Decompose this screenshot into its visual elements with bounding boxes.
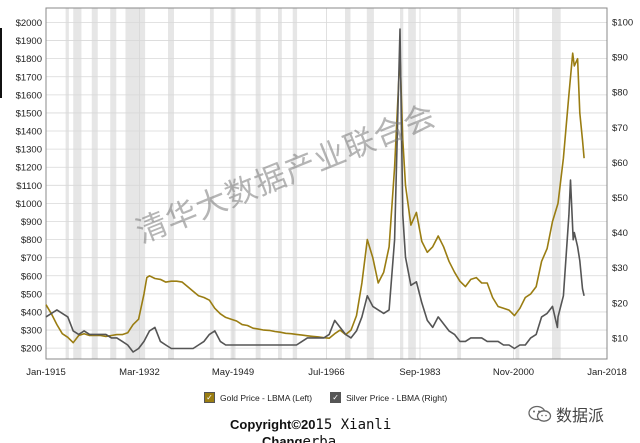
left-axis-tick-label: $1700 xyxy=(16,72,42,83)
copyright-mono: 15 Xianli xyxy=(315,417,392,433)
recession-band xyxy=(110,8,117,359)
left-axis-tick-label: $1100 xyxy=(16,181,42,192)
x-axis-tick-label: Jan-1915 xyxy=(26,367,66,378)
recession-band xyxy=(278,8,282,359)
wechat-icon xyxy=(528,405,552,422)
recession-band xyxy=(366,8,374,359)
left-axis-tick-label: $1300 xyxy=(16,145,42,156)
recession-band xyxy=(65,8,69,359)
right-axis-tick-label: $50 xyxy=(612,193,628,204)
left-axis-tick-label: $300 xyxy=(21,326,42,337)
left-axis-tick-label: $400 xyxy=(21,307,42,318)
recession-band xyxy=(292,8,298,359)
left-axis-tick-label: $600 xyxy=(21,271,42,282)
x-axis-tick-label: Jul-1966 xyxy=(308,367,344,378)
axes-layer: $200 $300 $400 $500 $600 $700 $800 $900 $1000 $11… xyxy=(16,7,633,378)
plot-frame xyxy=(45,7,608,360)
legend-label-gold: Gold Price - LBMA (Left) xyxy=(220,392,313,403)
copyright-line-1: Copyright©2015 Xianli xyxy=(230,417,391,433)
recession-band xyxy=(408,8,416,359)
recession-band xyxy=(91,8,98,359)
grid-layer xyxy=(46,8,607,359)
copyright-bold-2: Chang xyxy=(262,434,303,443)
x-axis-tick-label: Sep-1983 xyxy=(399,367,440,378)
recession-band xyxy=(73,8,82,359)
left-axis-tick-label: $700 xyxy=(21,253,42,264)
left-axis-tick-label: $200 xyxy=(21,344,42,355)
checkbox-checked-icon[interactable]: ✓ xyxy=(204,392,215,403)
left-axis-tick-label: $2000 xyxy=(16,18,42,29)
x-axis-tick-label: Nov-2000 xyxy=(493,367,534,378)
left-axis-tick-label: $500 xyxy=(21,289,42,300)
edge-bar xyxy=(0,28,2,98)
recession-band xyxy=(125,8,146,359)
copyright-mono-2: erba xyxy=(302,434,337,443)
right-axis-tick-label: $20 xyxy=(612,298,628,309)
recession-band xyxy=(345,8,351,359)
left-axis-tick-label: $800 xyxy=(21,235,42,246)
legend-item-silver[interactable]: ✓ Silver Price - LBMA (Right) xyxy=(330,392,447,403)
left-axis-tick-label: $1800 xyxy=(16,54,42,65)
chart-legend: ✓ Gold Price - LBMA (Left) ✓ Silver Pric… xyxy=(204,392,465,403)
right-axis-tick-label: $80 xyxy=(612,88,628,99)
brand-badge: 数据派 xyxy=(528,402,604,426)
right-axis-tick-label: $60 xyxy=(612,158,628,169)
left-axis-tick-label: $1900 xyxy=(16,36,42,47)
copyright-line-2: Changerba xyxy=(262,434,336,443)
x-axis-tick-label: Jan-2018 xyxy=(587,367,627,378)
recession-band xyxy=(255,8,261,359)
right-axis-tick-label: $40 xyxy=(612,228,628,239)
x-axis-tick-label: May-1949 xyxy=(212,367,254,378)
left-axis-tick-label: $900 xyxy=(21,217,42,228)
legend-label-silver: Silver Price - LBMA (Right) xyxy=(346,392,448,403)
recession-band xyxy=(551,8,561,359)
x-axis-tick-label: Mar-1932 xyxy=(119,367,160,378)
left-axis-tick-label: $1500 xyxy=(16,108,42,119)
left-axis-tick-label: $1000 xyxy=(16,199,42,210)
copyright-bold: Copyright©20 xyxy=(230,417,316,432)
right-axis-tick-label: $10 xyxy=(612,333,628,344)
left-axis-tick-label: $1600 xyxy=(16,90,42,101)
brand-text: 数据派 xyxy=(556,406,605,425)
checkbox-checked-icon[interactable]: ✓ xyxy=(330,392,342,403)
series-line-silver xyxy=(45,28,585,353)
series-layer xyxy=(45,28,585,353)
right-axis-tick-label: $90 xyxy=(612,53,628,64)
recession-shading-layer xyxy=(65,8,561,359)
right-axis-tick-label: $100 xyxy=(612,18,633,29)
right-axis-tick-label: $70 xyxy=(612,123,628,134)
recession-band xyxy=(515,8,520,359)
left-axis-tick-label: $1200 xyxy=(16,163,42,174)
left-axis-tick-label: $1400 xyxy=(16,127,42,138)
recession-band xyxy=(168,8,174,359)
recession-band xyxy=(457,8,462,359)
legend-item-gold[interactable]: ✓ Gold Price - LBMA (Left) xyxy=(204,392,312,403)
recession-band xyxy=(209,8,214,359)
right-axis-tick-label: $30 xyxy=(612,263,628,274)
